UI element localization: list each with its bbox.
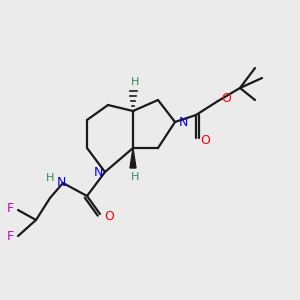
Text: N: N — [56, 176, 66, 190]
Text: O: O — [104, 211, 114, 224]
Text: O: O — [200, 134, 210, 148]
Text: O: O — [221, 92, 231, 104]
Text: H: H — [131, 77, 139, 87]
Text: N: N — [93, 166, 103, 178]
Text: F: F — [6, 202, 14, 215]
Text: H: H — [46, 173, 54, 183]
Text: H: H — [131, 172, 139, 182]
Text: N: N — [178, 116, 188, 128]
Text: F: F — [6, 230, 14, 244]
Polygon shape — [130, 148, 136, 168]
